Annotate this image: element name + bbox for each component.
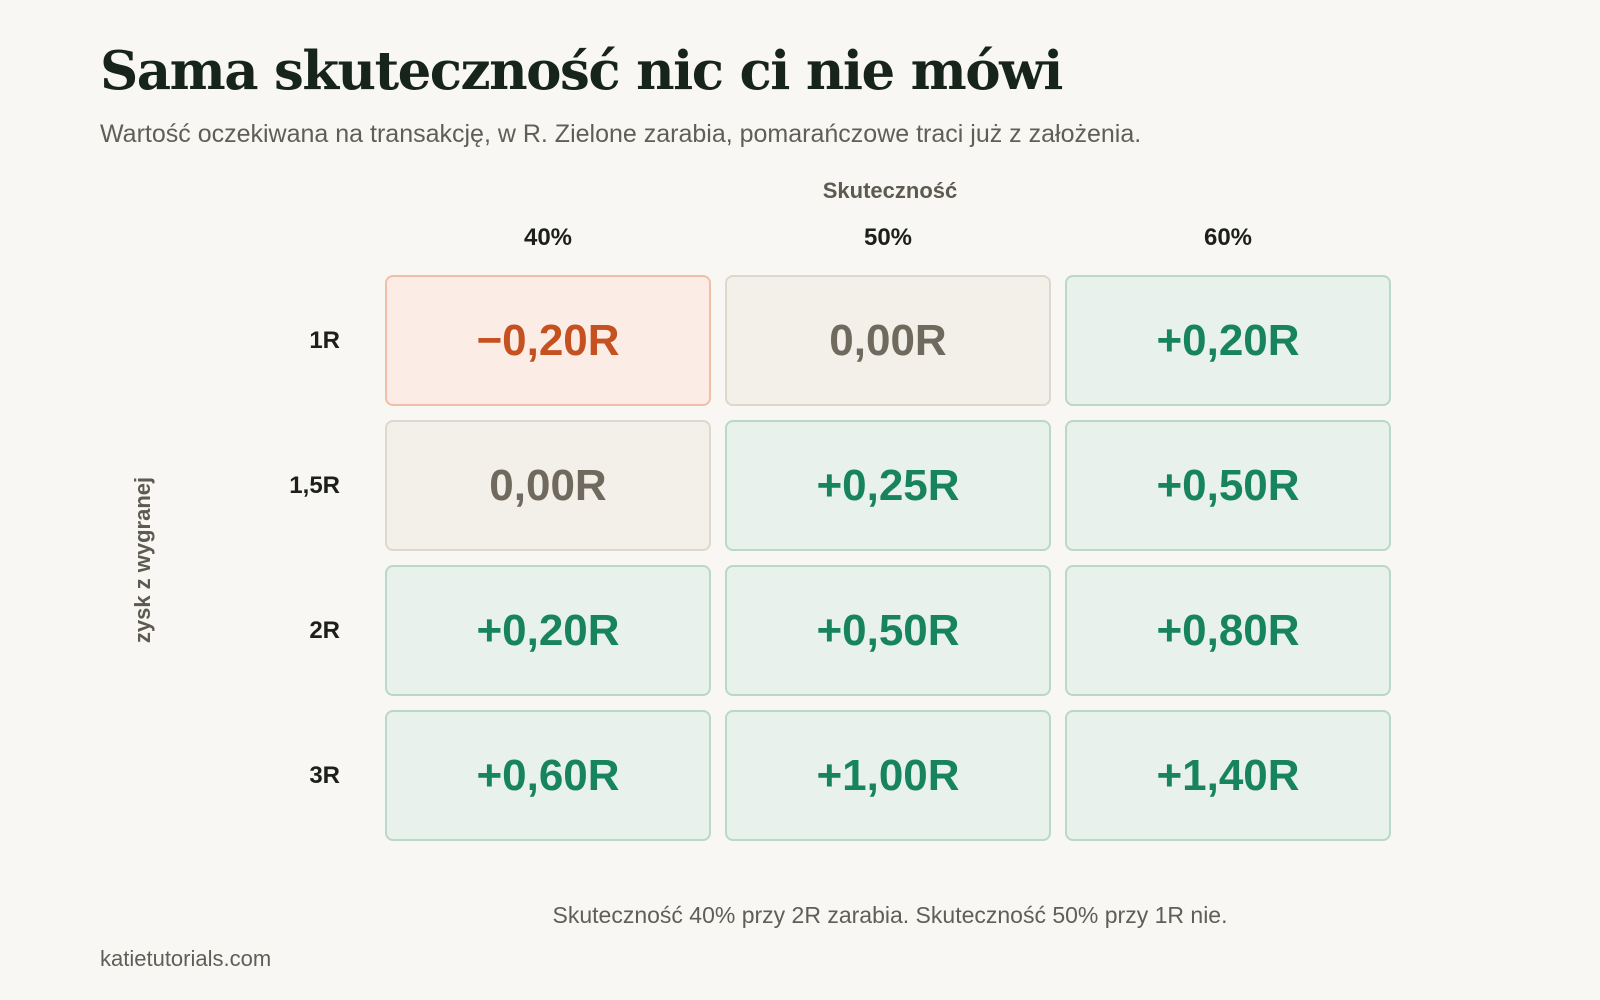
heatmap-cell: 0,00R [385,420,711,551]
y-axis-title: zysk z wygranej [130,476,155,644]
cell-value-label: +1,40R [1156,750,1300,800]
cell-value-label: −0,20R [476,315,620,365]
cell-value-label: +0,25R [816,460,960,510]
heatmap-cell: 0,00R [725,275,1051,406]
x-axis-title: Skuteczność [822,178,958,203]
column-header: 40% [523,224,573,251]
heatmap-cell: +0,20R [1065,275,1391,406]
row-header: 3R [309,761,340,789]
cell-value-label: 0,00R [489,460,607,510]
row-header: 2R [309,616,340,644]
heatmap-cell: +0,50R [1065,420,1391,551]
cell-value-label: +0,60R [476,750,620,800]
heatmap-cell: +0,80R [1065,565,1391,696]
footnote: Skuteczność 40% przy 2R zarabia. Skutecz… [552,902,1228,928]
cell-value-label: +1,00R [816,750,960,800]
cell-value-label: 0,00R [829,315,947,365]
column-header: 60% [1203,224,1253,251]
row-header: 1R [309,326,340,354]
cell-value-label: +0,20R [476,605,620,655]
heatmap-cell: +0,20R [385,565,711,696]
heatmap-cell: +0,50R [725,565,1051,696]
cell-value-label: +0,80R [1156,605,1300,655]
cell-value-label: +0,50R [816,605,960,655]
chart-title: Sama skuteczność nic ci nie mówi [100,40,1063,102]
site-credit: katietutorials.com [100,946,272,971]
heatmap-cell: −0,20R [385,275,711,406]
chart-subtitle: Wartość oczekiwana na transakcję, w R. Z… [100,120,1142,148]
heatmap-cell: +1,00R [725,710,1051,841]
row-header: 1,5R [289,471,340,499]
heatmap-cell: +1,40R [1065,710,1391,841]
column-header: 50% [863,224,913,251]
cell-value-label: +0,50R [1156,460,1300,510]
heatmap-cell: +0,60R [385,710,711,841]
cell-value-label: +0,20R [1156,315,1300,365]
heatmap-cell: +0,25R [725,420,1051,551]
